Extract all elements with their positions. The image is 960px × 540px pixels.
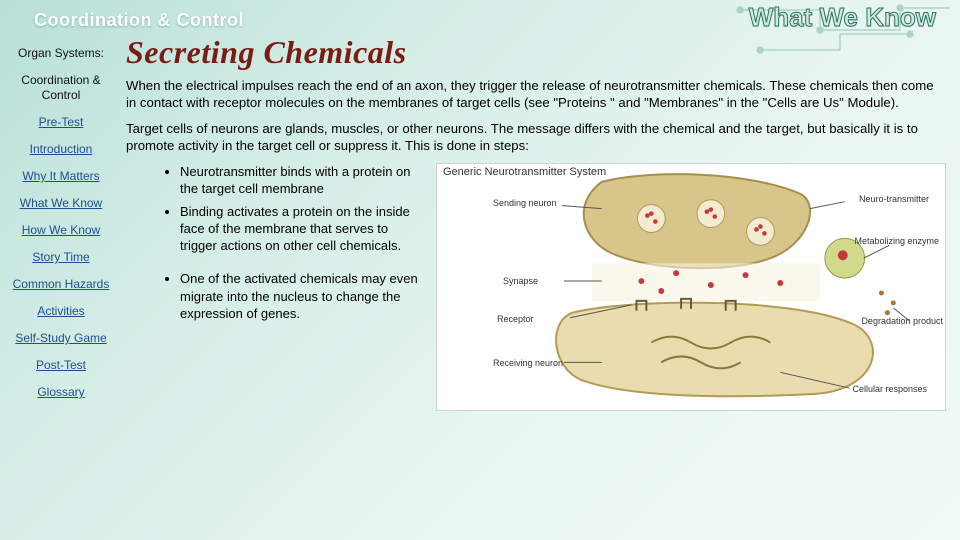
header-section-title: Coordination & Control	[34, 10, 244, 31]
label-receiving-neuron: Receiving neuron	[493, 358, 563, 368]
bullet-list: Neurotransmitter binds with a protein on…	[126, 163, 426, 328]
label-synapse: Synapse	[503, 276, 538, 286]
sidebar-heading-organ: Organ Systems:	[0, 40, 122, 67]
label-metabolizing-enzyme: Metabolizing enzyme	[854, 236, 939, 246]
sidebar-link-why-it-matters[interactable]: Why It Matters	[0, 163, 122, 190]
sidebar-heading-coordination: Coordination & Control	[0, 67, 122, 109]
bullet-3: One of the activated chemicals may even …	[180, 270, 426, 321]
sidebar-link-common-hazards[interactable]: Common Hazards	[0, 271, 122, 298]
sidebar-link-glossary[interactable]: Glossary	[0, 379, 122, 406]
sidebar-link-story-time[interactable]: Story Time	[0, 244, 122, 271]
label-sending-neuron: Sending neuron	[493, 198, 557, 208]
label-cellular-responses: Cellular responses	[852, 384, 927, 394]
sidebar-link-post-test[interactable]: Post-Test	[0, 352, 122, 379]
sidebar-link-how-we-know[interactable]: How We Know	[0, 217, 122, 244]
sending-neuron-shape	[584, 174, 810, 268]
sidebar-link-self-study-game[interactable]: Self-Study Game	[0, 325, 122, 352]
sidebar-link-introduction[interactable]: Introduction	[0, 136, 122, 163]
header-page-title: What We Know	[749, 2, 936, 33]
paragraph-1: When the electrical impulses reach the e…	[126, 77, 946, 112]
sidebar-nav: Organ Systems: Coordination & Control Pr…	[0, 36, 122, 406]
main-content: Secreting Chemicals When the electrical …	[126, 34, 952, 536]
sidebar-link-what-we-know[interactable]: What We Know	[0, 190, 122, 217]
label-neurotransmitter: Neuro-transmitter	[859, 194, 929, 204]
figure-neurotransmitter-system: Generic Neurotransmitter System	[436, 163, 946, 411]
sidebar-link-pretest[interactable]: Pre-Test	[0, 109, 122, 136]
paragraph-2: Target cells of neurons are glands, musc…	[126, 120, 946, 155]
label-degradation-product: Degradation product	[861, 316, 943, 326]
bullet-2: Binding activates a protein on the insid…	[180, 203, 426, 254]
page-title: Secreting Chemicals	[126, 34, 946, 71]
label-receptor: Receptor	[497, 314, 534, 324]
sidebar-link-activities[interactable]: Activities	[0, 298, 122, 325]
bullet-1: Neurotransmitter binds with a protein on…	[180, 163, 426, 197]
figure-caption: Generic Neurotransmitter System	[443, 166, 606, 178]
